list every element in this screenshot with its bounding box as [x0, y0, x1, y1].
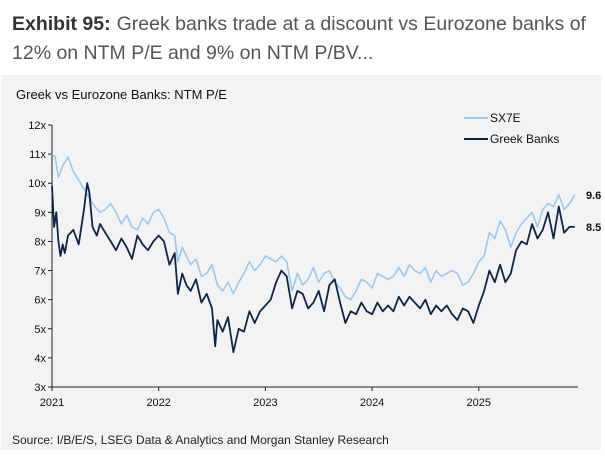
series-line-greek-banks	[51, 182, 575, 354]
exhibit-headline: Greek banks trade at a discount vs Euroz…	[12, 13, 586, 64]
x-tick-label: 2023	[253, 397, 277, 409]
y-tick-label: 9x	[34, 207, 46, 219]
y-tick-label: 10x	[28, 178, 46, 190]
y-tick-label: 6x	[34, 295, 46, 307]
exhibit-label: Exhibit 95:	[12, 13, 111, 35]
x-tick-label: 2024	[360, 397, 384, 409]
y-tick-label: 8x	[34, 236, 46, 248]
legend-label: SX7E	[490, 111, 521, 125]
source-note: Source: I/B/E/S, LSEG Data & Analytics a…	[12, 433, 389, 447]
y-tick-label: 4x	[34, 353, 46, 365]
end-value-label: 8.5	[586, 222, 601, 234]
chart-title: Greek vs Eurozone Banks: NTM P/E	[16, 87, 227, 102]
series-line-sx7e	[51, 153, 576, 301]
x-tick-label: 2021	[40, 397, 64, 409]
y-tick-label: 5x	[34, 324, 46, 336]
end-value-label: 9.6	[586, 190, 601, 202]
y-tick-label: 12x	[28, 120, 46, 132]
x-tick-label: 2022	[146, 397, 170, 409]
exhibit-title: Exhibit 95: Greek banks trade at a discou…	[12, 10, 597, 68]
y-tick-label: 7x	[34, 266, 46, 278]
y-tick-label: 11x	[29, 149, 46, 161]
x-tick-label: 2025	[467, 397, 491, 409]
legend-label: Greek Banks	[490, 132, 559, 146]
y-tick-label: 3x	[34, 382, 46, 394]
